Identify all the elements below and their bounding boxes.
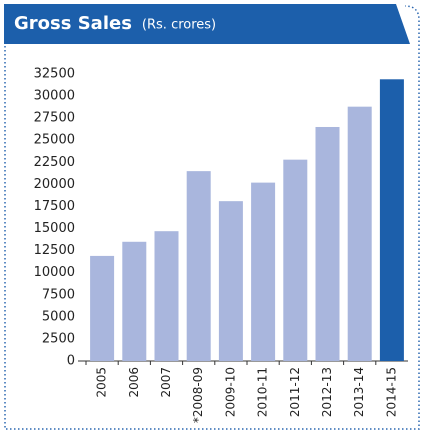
x-tick-label: 2006	[127, 367, 141, 398]
x-tick-label: 2009-10	[223, 367, 237, 417]
bar	[122, 241, 147, 361]
bar	[90, 255, 115, 361]
y-tick-label: 12500	[34, 243, 75, 258]
bar	[379, 79, 404, 361]
bar	[218, 201, 243, 361]
bar	[315, 126, 340, 361]
bar	[347, 106, 372, 361]
bar	[283, 159, 308, 361]
title-banner	[4, 4, 410, 44]
y-tick-label: 5000	[42, 309, 75, 324]
x-tick-label: 2007	[159, 367, 173, 398]
x-tick-label: 2014-15	[384, 367, 398, 417]
x-tick-label: 2005	[95, 367, 109, 398]
y-tick-label: 15000	[34, 221, 75, 236]
x-tick-label: *2008-09	[191, 367, 205, 423]
y-tick-label: 0	[67, 354, 75, 369]
bar	[154, 231, 179, 361]
y-tick-label: 27500	[34, 111, 75, 126]
x-tick-label: 2012-13	[320, 367, 334, 417]
bar	[186, 171, 211, 361]
y-tick-label: 25000	[34, 133, 75, 148]
chart-subtitle: (Rs. crores)	[142, 18, 216, 33]
bar	[251, 182, 276, 361]
x-tick-label: 2011-12	[288, 367, 302, 417]
y-tick-label: 10000	[34, 265, 75, 280]
y-tick-label: 22500	[34, 155, 75, 170]
y-tick-label: 2500	[42, 331, 75, 346]
x-tick-label: 2013-14	[352, 367, 366, 417]
y-tick-label: 20000	[34, 177, 75, 192]
panel-border	[4, 5, 420, 430]
y-tick-label: 32500	[34, 67, 75, 82]
chart-title: Gross Sales	[14, 13, 132, 34]
y-tick-label: 17500	[34, 199, 75, 214]
x-tick-label: 2010-11	[256, 367, 270, 417]
y-tick-label: 30000	[34, 89, 75, 104]
y-tick-label: 7500	[42, 287, 75, 302]
